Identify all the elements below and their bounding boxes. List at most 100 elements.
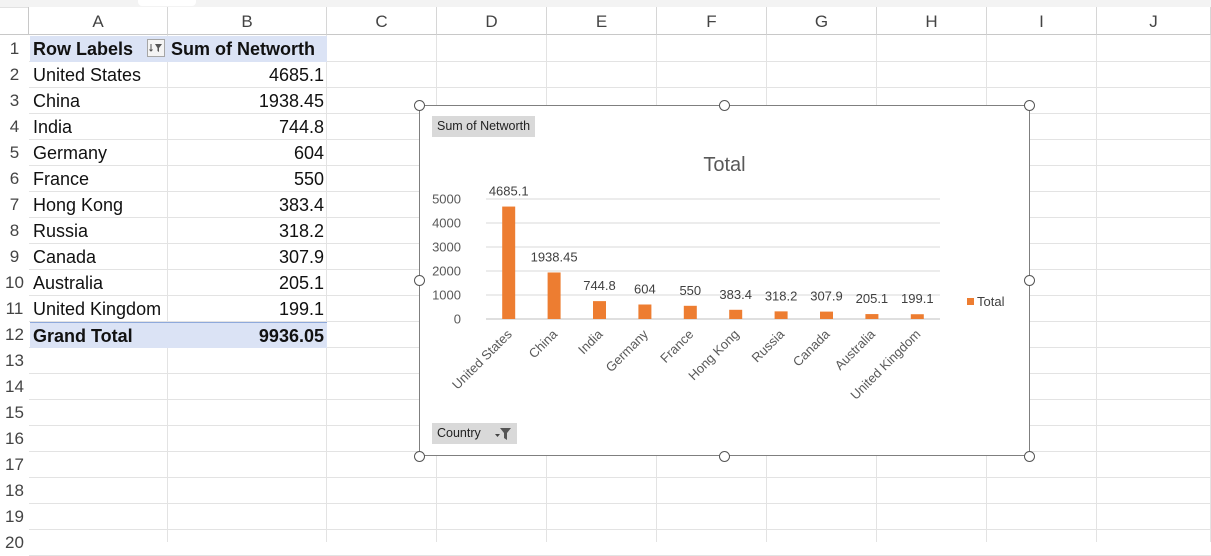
row-header-11[interactable]: 11 [5, 299, 24, 318]
grid-hline [29, 87, 1211, 88]
resize-handle[interactable] [1023, 274, 1035, 286]
row-header-17[interactable]: 17 [5, 455, 24, 474]
row-header-8[interactable]: 8 [9, 221, 20, 240]
bar-data-label: 550 [679, 283, 701, 298]
chart-legend[interactable]: Total [967, 294, 1004, 309]
row-header-19[interactable]: 19 [5, 507, 24, 526]
grid-hline [29, 61, 1211, 62]
bar-data-label: 383.4 [719, 287, 752, 302]
row-header-12[interactable]: 12 [5, 325, 24, 344]
grand-total-label[interactable]: Grand Total [30, 322, 168, 348]
pivot-row-label[interactable]: France [33, 169, 90, 189]
y-tick-label: 2000 [432, 264, 461, 279]
pivot-row-value[interactable]: 604 [293, 143, 324, 163]
column-header-e[interactable]: E [547, 7, 657, 35]
column-header-a[interactable]: A [29, 7, 168, 35]
bar-data-label: 1938.45 [531, 249, 578, 264]
resize-handle[interactable] [413, 99, 425, 111]
chart-bar [593, 301, 606, 319]
row-header-7[interactable]: 7 [9, 195, 20, 214]
row-header-18[interactable]: 18 [5, 481, 24, 500]
resize-handle[interactable] [718, 99, 730, 111]
column-header-b[interactable]: B [168, 7, 327, 35]
column-header-d[interactable]: D [437, 7, 547, 35]
column-header-i[interactable]: I [987, 7, 1097, 35]
y-tick-label: 5000 [432, 192, 461, 207]
x-tick-label: India [575, 326, 606, 357]
x-tick-label: Russia [749, 326, 788, 365]
column-header-j[interactable]: J [1097, 7, 1211, 35]
row-header-10[interactable]: 10 [5, 273, 24, 292]
row-header-14[interactable]: 14 [5, 377, 24, 396]
row-header-5[interactable]: 5 [9, 143, 20, 162]
chart-bar [547, 272, 561, 319]
pivot-row-value[interactable]: 199.1 [278, 299, 324, 319]
row-header-3[interactable]: 3 [9, 91, 20, 110]
resize-handle[interactable] [413, 450, 425, 462]
row-header-1[interactable]: 1 [9, 39, 20, 58]
pivot-row-label[interactable]: Germany [33, 143, 108, 163]
pivot-row-label[interactable]: Russia [33, 221, 89, 241]
resize-handle[interactable] [718, 450, 730, 462]
row-header-15[interactable]: 15 [5, 403, 24, 422]
x-tick-label: China [526, 326, 561, 361]
x-tick-label: United States [449, 326, 515, 392]
pivot-row-value[interactable]: 1938.45 [258, 91, 324, 111]
y-tick-label: 1000 [432, 288, 461, 303]
row-header-20[interactable]: 20 [5, 533, 24, 552]
x-tick-label: Germany [603, 326, 652, 375]
pivot-row-label[interactable]: Hong Kong [33, 195, 124, 215]
y-tick-label: 4000 [432, 216, 461, 231]
sum-of-networth-field-button[interactable]: Sum of Networth [432, 116, 536, 137]
pivot-row-label[interactable]: Australia [33, 273, 104, 293]
row-header-2[interactable]: 2 [9, 65, 20, 84]
grid-hline [29, 503, 1211, 504]
pivot-row-label[interactable]: China [33, 91, 81, 111]
pivot-row-value[interactable]: 383.4 [278, 195, 324, 215]
pivot-row-label[interactable]: United Kingdom [33, 299, 162, 319]
country-field-button[interactable]: Country [432, 423, 517, 444]
row-header-13[interactable]: 13 [5, 351, 24, 370]
row-labels-filter-button[interactable] [147, 39, 165, 57]
pivot-row-label[interactable]: Canada [33, 247, 97, 267]
grid-hline [29, 477, 1211, 478]
chart-bar [865, 314, 879, 319]
grid-vline [167, 35, 168, 542]
pivot-chart[interactable]: Sum of Networth Total 0 1000 2000 3000 4000 5… [419, 105, 1030, 456]
column-header-g[interactable]: G [767, 7, 877, 35]
grand-total-value[interactable]: 9936.05 [168, 322, 327, 348]
resize-handle[interactable] [413, 274, 425, 286]
pivot-row-label[interactable]: India [33, 117, 73, 137]
pivot-sum-header[interactable]: Sum of Networth [168, 36, 327, 62]
pivot-row-label[interactable]: United States [33, 65, 142, 85]
resize-handle[interactable] [1023, 99, 1035, 111]
select-all-corner[interactable] [0, 7, 29, 35]
country-field-label: Country [437, 426, 481, 440]
chart-bar [502, 206, 516, 319]
pivot-row-value[interactable]: 4685.1 [268, 65, 324, 85]
row-header-9[interactable]: 9 [9, 247, 20, 266]
grid-vline [326, 35, 327, 542]
chart-plot-area: 0 1000 2000 3000 4000 5000 4685.1 United States… [432, 184, 940, 403]
pivot-row-value[interactable]: 550 [293, 169, 324, 189]
bar-data-label: 604 [634, 282, 656, 297]
pivot-row-value[interactable]: 744.8 [278, 117, 324, 137]
row-header-16[interactable]: 16 [5, 429, 24, 448]
pivot-row-labels-header[interactable]: Row Labels [30, 36, 168, 62]
x-tick-label: Australia [832, 326, 879, 373]
bar-data-label: 318.2 [765, 288, 798, 303]
row-header-4[interactable]: 4 [9, 117, 20, 136]
chart-title[interactable]: Total [703, 154, 746, 176]
grid-vline [1096, 35, 1097, 542]
pivot-row-value[interactable]: 318.2 [278, 221, 324, 241]
column-header-h[interactable]: H [877, 7, 987, 35]
row-header-6[interactable]: 6 [9, 169, 20, 188]
column-header-c[interactable]: C [327, 7, 437, 35]
resize-handle[interactable] [1023, 450, 1035, 462]
pivot-row-value[interactable]: 307.9 [278, 247, 324, 267]
filter-icon [149, 44, 162, 52]
column-header-f[interactable]: F [657, 7, 767, 35]
pivot-row-value[interactable]: 205.1 [278, 273, 324, 293]
bar-data-label: 744.8 [583, 278, 616, 293]
